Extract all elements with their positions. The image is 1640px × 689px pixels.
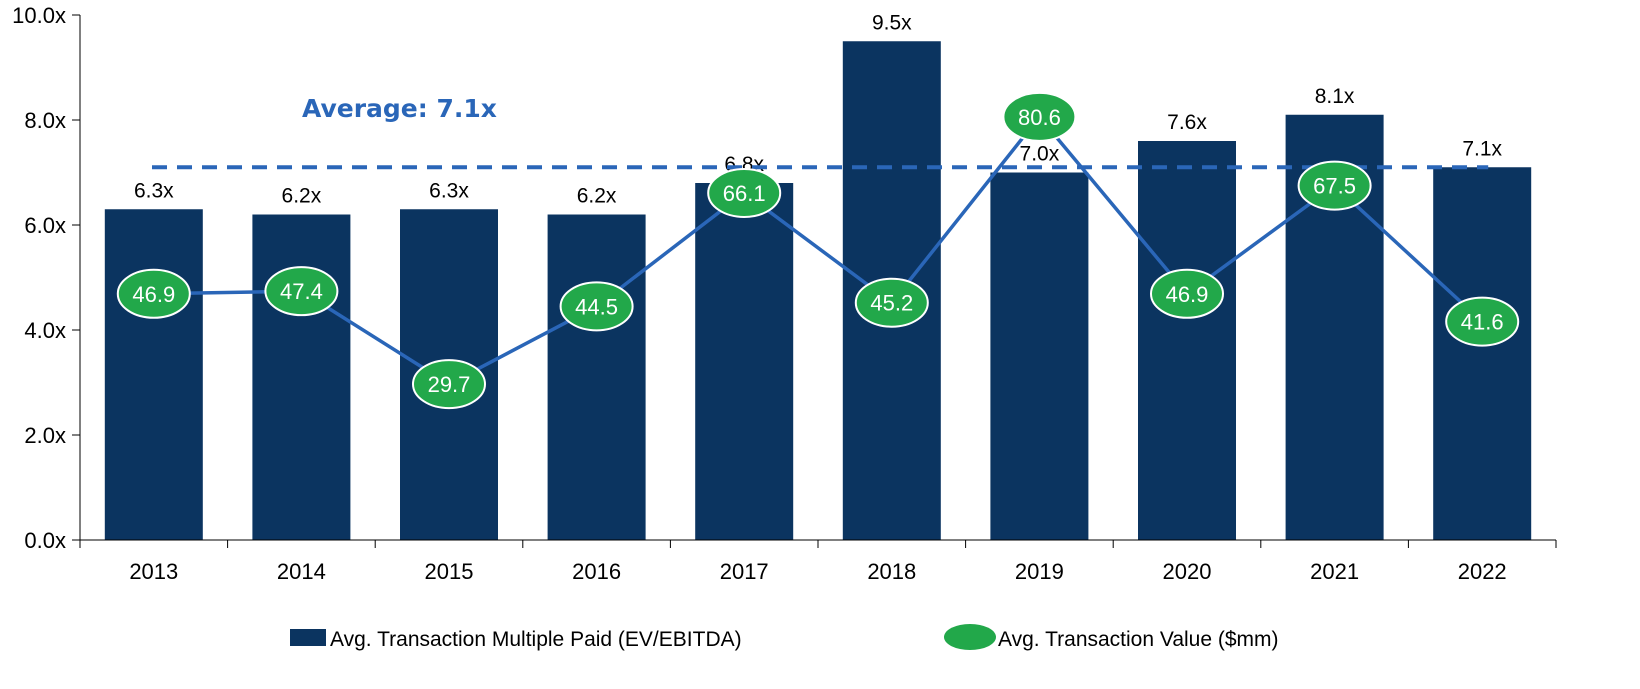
- bar-2013: [104, 209, 203, 540]
- bar-data-label: 7.6x: [1167, 111, 1207, 134]
- legend-line-label: Avg. Transaction Value ($mm): [998, 628, 1279, 651]
- y-tick-label: 0.0x: [24, 528, 66, 553]
- y-tick-label: 8.0x: [24, 108, 66, 133]
- value-marker: [1150, 268, 1224, 319]
- x-tick-label: 2016: [572, 559, 621, 584]
- bar-data-label: 7.0x: [1020, 143, 1060, 166]
- x-tick-label: 2019: [1015, 559, 1064, 584]
- value-data-label: 66.1: [723, 181, 766, 206]
- legend-bar-swatch: [290, 629, 326, 646]
- average-line-group: Average: 7.1x: [152, 94, 1489, 170]
- average-label: Average: 7.1x: [302, 94, 497, 123]
- value-data-label: 47.4: [280, 279, 323, 304]
- value-data-label: 67.5: [1313, 174, 1356, 199]
- bar-data-labels: 6.3x 6.2x 6.3x 6.2x6.8x9.5x7.0x7.6x8.1x7.1x: [134, 11, 1503, 207]
- x-tick-label: 2021: [1310, 559, 1359, 584]
- bar-data-label: 6.3x: [429, 179, 469, 202]
- legend-marker-swatch: [944, 624, 996, 650]
- value-marker: [559, 281, 634, 332]
- y-tick-label: 10.0x: [12, 3, 66, 28]
- bar-2022: [1433, 167, 1532, 540]
- value-data-label: 41.6: [1461, 310, 1504, 335]
- axes: [79, 15, 1557, 548]
- y-tick-label: 6.0x: [24, 213, 66, 238]
- legend-bar-label: Avg. Transaction Multiple Paid (EV/EBITD…: [330, 628, 742, 651]
- bar-data-label: 9.5x: [872, 11, 912, 34]
- x-tick-label: 2014: [277, 559, 326, 584]
- value-marker: [1445, 296, 1520, 347]
- value-data-label: 44.5: [575, 294, 618, 319]
- x-tick-label: 2015: [425, 559, 474, 584]
- bar-2016: [547, 214, 646, 540]
- value-line-series: 46.9 47.4 29.7 44.5 66.1 45.2 80.6 46.9 67.5 41.6: [116, 91, 1520, 410]
- value-marker: [264, 266, 339, 317]
- y-tick-label: 4.0x: [24, 318, 66, 343]
- x-tick-label: 2013: [129, 559, 178, 584]
- value-marker: [116, 268, 191, 319]
- value-marker: [707, 167, 782, 218]
- bar-2019: [990, 172, 1089, 540]
- bar-data-label: 6.2x: [577, 185, 617, 208]
- value-data-label: 46.9: [1166, 282, 1209, 307]
- bar-2014: [252, 214, 351, 540]
- y-axis-ticks: 0.0x 2.0x 4.0x 6.0x 8.0x 10.0x: [12, 3, 80, 553]
- x-axis-labels: 2013 2014 2015 2016 2017 2018 2019 2020 2021 2022: [129, 559, 1506, 584]
- bar-data-label: 7.1x: [1462, 137, 1502, 160]
- value-data-label: 29.7: [428, 372, 471, 397]
- value-data-label: 80.6: [1018, 105, 1061, 130]
- x-tick-label: 2022: [1458, 559, 1507, 584]
- value-marker: [1297, 160, 1372, 211]
- y-tick-label: 2.0x: [24, 423, 66, 448]
- value-data-label: 45.2: [870, 291, 913, 316]
- value-data-label: 46.9: [132, 282, 175, 307]
- value-marker: [1002, 91, 1077, 142]
- bar-data-label: 6.3x: [134, 179, 174, 202]
- bar-data-label: 6.2x: [282, 185, 322, 208]
- legend: Avg. Transaction Multiple Paid (EV/EBITD…: [290, 624, 1279, 651]
- x-tick-label: 2017: [720, 559, 769, 584]
- bar-2017: [695, 183, 794, 540]
- x-tick-label: 2020: [1163, 559, 1212, 584]
- x-tick-label: 2018: [867, 559, 916, 584]
- value-line: [153, 114, 1484, 387]
- bar-data-label: 8.1x: [1315, 85, 1355, 108]
- bar-2020: [1138, 141, 1236, 540]
- value-marker: [854, 277, 929, 328]
- value-marker: [412, 359, 486, 410]
